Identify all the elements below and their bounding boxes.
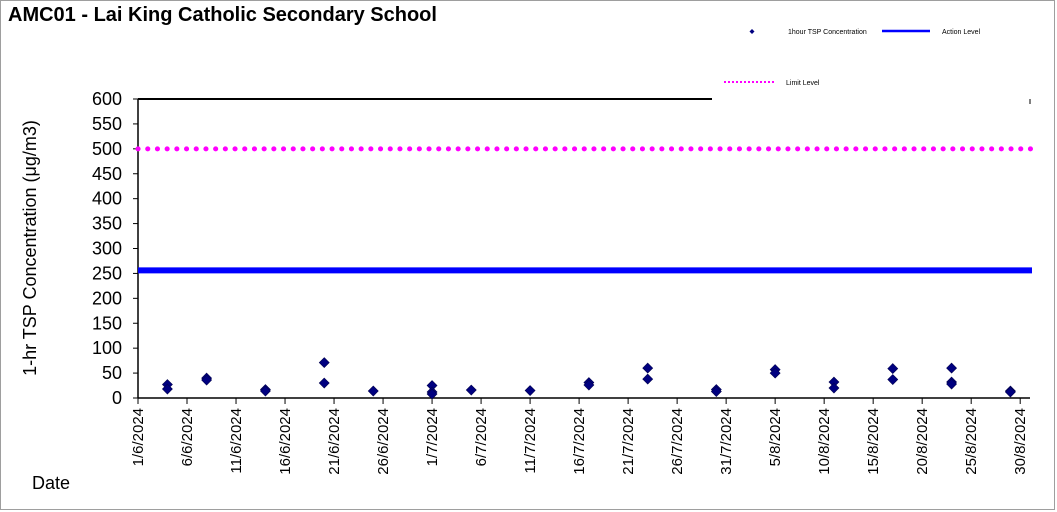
- x-tick-label: 31/7/2024: [718, 408, 735, 475]
- chart-title: AMC01 - Lai King Catholic Secondary Scho…: [8, 4, 437, 26]
- data-point: [642, 373, 654, 385]
- x-tick-label: 16/7/2024: [571, 408, 588, 475]
- y-axis-title: 1-hr TSP Concentration (μg/m3): [20, 120, 40, 376]
- y-tick-label: 350: [92, 214, 122, 234]
- y-tick-label: 550: [92, 114, 122, 134]
- data-point: [426, 388, 438, 400]
- x-tick-label: 26/6/2024: [375, 408, 392, 475]
- legend-marker-tsp: [749, 29, 755, 34]
- data-point: [583, 379, 595, 391]
- y-tick-label: 200: [92, 288, 122, 308]
- x-tick-label: 11/6/2024: [228, 408, 245, 474]
- x-tick-label: 20/8/2024: [914, 408, 931, 475]
- x-ticks: 1/6/2024 6/6/2024 11/6/2024 16/6/2024 21/6/2…: [130, 398, 1029, 475]
- data-point: [887, 363, 899, 375]
- data-point: [201, 374, 213, 386]
- x-tick-label: 10/8/2024: [816, 408, 833, 475]
- data-points: [161, 357, 1016, 400]
- x-tick-label: 1/7/2024: [424, 408, 441, 466]
- data-point: [260, 385, 271, 397]
- axes: [137, 98, 1031, 399]
- data-point: [161, 383, 173, 395]
- data-point: [465, 384, 477, 396]
- data-point: [946, 378, 958, 390]
- y-tick-label: 450: [92, 164, 122, 184]
- data-point: [367, 385, 379, 397]
- legend: 1hour TSP Concentration Action Level Lim…: [724, 29, 981, 87]
- y-tick-label: 250: [92, 263, 122, 283]
- x-tick-label: 5/8/2024: [767, 408, 784, 466]
- y-ticks: 0 50 100 150 200 250 300 350 400 450 500 550 600: [92, 89, 138, 408]
- x-tick-label: 26/7/2024: [669, 408, 686, 475]
- legend-label-limit: Limit Level: [786, 80, 820, 87]
- data-point: [318, 357, 330, 369]
- data-point: [828, 382, 840, 394]
- x-tick-label: 16/6/2024: [277, 408, 294, 475]
- x-tick-label: 6/6/2024: [179, 408, 196, 466]
- data-point: [642, 362, 654, 374]
- x-tick-label: 25/8/2024: [963, 408, 980, 475]
- legend-label-action: Action Level: [942, 29, 981, 36]
- y-tick-label: 500: [92, 139, 122, 159]
- x-tick-label: 11/7/2024: [522, 408, 539, 474]
- x-tick-label: 15/8/2024: [865, 408, 882, 475]
- y-tick-label: 50: [102, 363, 122, 383]
- y-tick-label: 300: [92, 239, 122, 259]
- y-tick-label: 150: [92, 313, 122, 333]
- data-point: [318, 377, 330, 389]
- legend-label-tsp: 1hour TSP Concentration: [788, 29, 867, 36]
- data-point: [769, 367, 781, 379]
- data-point: [524, 385, 536, 396]
- x-axis-title: Date: [32, 473, 70, 493]
- data-point: [887, 374, 899, 385]
- data-point: [946, 362, 958, 374]
- x-tick-label: 21/7/2024: [620, 408, 637, 475]
- data-point: [710, 386, 722, 397]
- x-tick-label: 6/7/2024: [473, 408, 490, 466]
- y-tick-label: 600: [92, 89, 122, 109]
- y-tick-label: 0: [112, 388, 122, 408]
- data-point: [1004, 386, 1016, 398]
- y-tick-label: 400: [92, 189, 122, 209]
- y-tick-label: 100: [92, 338, 122, 358]
- reference-lines: [135, 146, 1037, 274]
- x-tick-label: 21/6/2024: [326, 408, 343, 475]
- x-tick-label: 1/6/2024: [130, 408, 147, 466]
- x-tick-label: 30/8/2024: [1012, 408, 1029, 475]
